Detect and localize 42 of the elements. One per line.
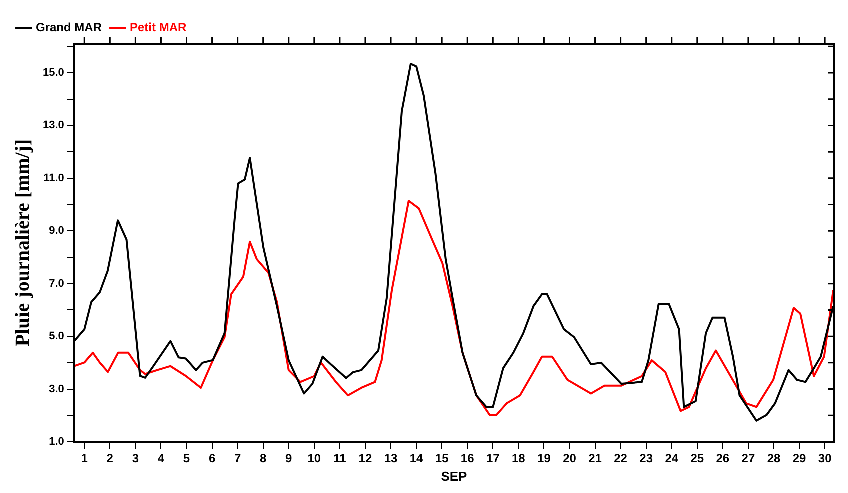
y-axis-title: Pluie journalière [mm/j] bbox=[12, 139, 34, 347]
y-tick-label: 15.0 bbox=[42, 67, 64, 80]
x-tick-label: 17 bbox=[486, 452, 500, 466]
legend-label: Grand MAR bbox=[36, 20, 102, 34]
x-tick-label: 20 bbox=[563, 452, 577, 466]
x-tick-label: 8 bbox=[260, 452, 268, 466]
x-tick-label: 7 bbox=[234, 452, 242, 466]
y-tick-label: 1.0 bbox=[49, 436, 64, 448]
x-tick-label: 28 bbox=[767, 452, 781, 466]
x-tick-label: 16 bbox=[460, 452, 475, 466]
y-tick-label: 13.0 bbox=[42, 120, 64, 132]
x-axis-title: SEP bbox=[441, 468, 468, 484]
x-tick-label: 3 bbox=[132, 452, 140, 466]
x-tick-label: 9 bbox=[286, 452, 293, 466]
x-tick-label: 11 bbox=[334, 452, 347, 466]
x-tick-label: 21 bbox=[588, 452, 602, 466]
x-tick-label: 27 bbox=[742, 452, 756, 466]
x-tick-label: 24 bbox=[665, 452, 679, 466]
x-tick-label: 23 bbox=[640, 452, 654, 466]
x-tick-label: 4 bbox=[158, 452, 165, 466]
x-tick-label: 13 bbox=[384, 452, 398, 466]
x-tick-label: 5 bbox=[183, 452, 190, 466]
x-tick-label: 30 bbox=[818, 452, 832, 466]
x-tick-label: 15 bbox=[435, 452, 450, 466]
x-tick-label: 26 bbox=[716, 452, 730, 466]
y-tick-label: 7.0 bbox=[49, 278, 64, 290]
y-tick-label: 9.0 bbox=[49, 225, 64, 238]
x-tick-label: 18 bbox=[512, 452, 526, 466]
x-tick-label: 2 bbox=[106, 452, 114, 466]
x-tick-label: 29 bbox=[792, 452, 807, 466]
y-tick-label: 5.0 bbox=[49, 330, 64, 343]
x-tick-label: 10 bbox=[308, 452, 322, 466]
x-tick-label: 19 bbox=[538, 452, 552, 466]
legend-label: Petit MAR bbox=[130, 20, 187, 34]
x-tick-label: 25 bbox=[690, 452, 704, 466]
x-tick-label: 22 bbox=[614, 452, 628, 466]
x-tick-label: 12 bbox=[358, 452, 372, 466]
x-tick-label: 6 bbox=[208, 452, 216, 466]
y-tick-label: 3.0 bbox=[49, 383, 64, 396]
x-tick-label: 14 bbox=[410, 452, 424, 466]
y-tick-label: 11.0 bbox=[44, 172, 64, 184]
x-tick-label: 1 bbox=[81, 452, 88, 466]
